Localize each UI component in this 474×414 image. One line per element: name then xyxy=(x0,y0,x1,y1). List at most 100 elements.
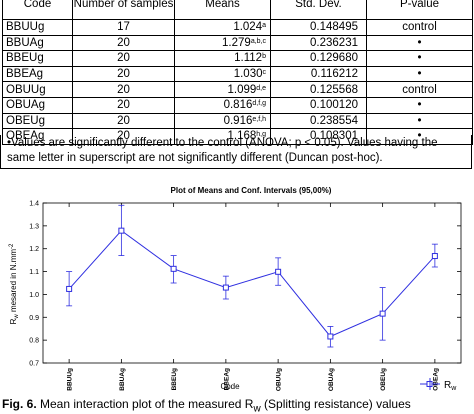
cell-mean: 0.816d,f,g xyxy=(174,96,271,114)
y-tick-label: 1.2 xyxy=(29,246,39,253)
mean-superscript: d,f,g xyxy=(252,100,266,108)
cell-p-value: • xyxy=(366,112,473,130)
cell-code: OBEAg xyxy=(2,128,73,145)
x-tick-label: OBUAg xyxy=(328,368,335,391)
y-axis-label: Rw mesared in N.mm-2 xyxy=(9,243,20,324)
cell-mean: 0.916e,f,h xyxy=(174,112,271,130)
y-tick-label: 1.0 xyxy=(29,292,39,299)
data-point xyxy=(275,268,282,275)
x-tick-label: BBUUg xyxy=(67,368,74,391)
caption-text: Mean interaction plot of the measured R xyxy=(36,397,254,411)
series-line xyxy=(68,229,436,338)
cell-std-dev: 0.125568 xyxy=(270,81,367,98)
legend-label: Rw xyxy=(444,380,457,392)
legend: Rw xyxy=(420,378,457,392)
x-axis: BBUUg BBUAg BBEUg BBEAg OBUUg OBUAg OBEUg OBEAg xyxy=(67,203,439,391)
cell-number-of-samples: 20 xyxy=(72,81,175,98)
header-number-of-samples: Number of samples xyxy=(72,0,175,20)
cell-p-value: • xyxy=(366,128,473,145)
mean-value: 1.099 xyxy=(227,83,257,96)
table-row: BBUAg 20 1.279a,b,c 0.236231 • xyxy=(2,34,473,52)
cell-p-value: • xyxy=(366,34,473,52)
cell-std-dev: 0.148495 xyxy=(270,19,367,36)
chart-title: Plot of Means and Conf. Intervals (95,00… xyxy=(171,186,332,195)
cell-code: BBEUg xyxy=(2,50,73,67)
cell-std-dev: 0.236231 xyxy=(270,34,367,52)
data-point xyxy=(170,265,177,272)
y-axis: 0.7 0.8 0.9 1.0 1.1 1.2 1.3 1.4 xyxy=(29,201,461,368)
cell-mean: 1.099d,e xyxy=(174,81,271,98)
series-rw xyxy=(66,204,438,348)
data-point xyxy=(118,227,125,234)
mean-superscript: e,f,h xyxy=(252,115,266,123)
cell-number-of-samples: 20 xyxy=(72,65,175,83)
cell-p-value: • xyxy=(366,96,473,114)
mean-value: 1.279 xyxy=(222,36,251,49)
header-code: Code xyxy=(2,0,73,20)
y-tick-label: 1.4 xyxy=(29,201,39,208)
mean-value: 0.916 xyxy=(223,114,253,127)
cell-std-dev: 0.116212 xyxy=(270,65,367,83)
data-point xyxy=(431,253,438,260)
cell-number-of-samples: 20 xyxy=(72,96,175,114)
cell-code: BBEAg xyxy=(2,65,73,83)
cell-mean: 1.024a xyxy=(174,19,271,36)
data-point xyxy=(327,333,334,340)
table-row: OBUUg 20 1.099d,e 0.125568 control xyxy=(2,81,473,98)
cell-p-value: • xyxy=(366,50,473,67)
y-tick-label: 0.7 xyxy=(29,361,39,368)
x-tick-label: BBUAg xyxy=(119,368,126,391)
cell-code: BBUAg xyxy=(2,34,73,52)
caption-label: Fig. 6. xyxy=(2,397,37,411)
mean-superscript: a,b,c xyxy=(250,37,266,45)
y-tick-label: 0.8 xyxy=(29,338,39,345)
table-row: OBEAg 20 1.168h,g 0.108301 • xyxy=(2,128,473,145)
table-footnote: •Values are significantly different to t… xyxy=(0,135,472,169)
table-row: OBUAg 20 0.816d,f,g 0.100120 • xyxy=(2,96,473,114)
header-p-value: P-value xyxy=(366,0,473,20)
statistics-table: Code Number of samples Means Std. Dev. P… xyxy=(2,0,473,145)
y-tick-label: 0.9 xyxy=(29,315,39,322)
mean-superscript: h,g xyxy=(256,131,266,139)
cell-p-value: • xyxy=(366,65,473,83)
cell-number-of-samples: 17 xyxy=(72,19,175,36)
data-point xyxy=(66,285,73,292)
mean-value: 1.024 xyxy=(233,21,263,34)
cell-std-dev: 0.108301 xyxy=(270,128,367,145)
cell-number-of-samples: 20 xyxy=(72,112,175,130)
cell-mean: 1.112b xyxy=(174,50,271,67)
x-tick-label: BBEUg xyxy=(171,368,178,390)
cell-mean: 1.030c xyxy=(174,65,271,83)
cell-std-dev: 0.100120 xyxy=(270,96,367,114)
table-row: BBEAg 20 1.030c 0.116212 • xyxy=(2,65,473,83)
mean-value: 0.816 xyxy=(223,99,253,112)
header-means: Means xyxy=(174,0,271,20)
caption-text-end: (Splitting resistance) values xyxy=(260,397,411,411)
cell-mean: 1.168h,g xyxy=(174,128,271,145)
mean-superscript: a xyxy=(262,22,266,30)
mean-superscript: b xyxy=(262,53,266,61)
header-std-dev: Std. Dev. xyxy=(270,0,367,20)
mean-value: 1.030 xyxy=(233,68,263,81)
x-tick-label: BBEAg xyxy=(223,368,230,390)
cell-code: OBUUg xyxy=(2,81,73,98)
x-tick-label: OBEUg xyxy=(380,368,387,391)
cell-std-dev: 0.238554 xyxy=(270,112,367,130)
data-point xyxy=(379,310,386,317)
mean-superscript: d,e xyxy=(256,84,266,92)
table-row: BBUUg 17 1.024a 0.148495 control xyxy=(2,19,473,36)
cell-std-dev: 0.129680 xyxy=(270,50,367,67)
cell-p-value: control xyxy=(366,81,473,98)
cell-code: OBUAg xyxy=(2,96,73,114)
table-row: BBEUg 20 1.112b 0.129680 • xyxy=(2,50,473,67)
cell-p-value: control xyxy=(366,19,473,36)
caption-subscript: w xyxy=(253,403,261,414)
cell-number-of-samples: 20 xyxy=(72,34,175,52)
mean-value: 1.168 xyxy=(227,130,257,143)
table-row: OBEUg 20 0.916e,f,h 0.238554 • xyxy=(2,112,473,130)
cell-mean: 1.279a,b,c xyxy=(174,34,271,52)
cell-code: OBEUg xyxy=(2,112,73,130)
x-tick-label: OBEAg xyxy=(432,368,439,391)
mean-superscript: c xyxy=(262,69,267,77)
y-tick-label: 1.3 xyxy=(29,223,39,230)
